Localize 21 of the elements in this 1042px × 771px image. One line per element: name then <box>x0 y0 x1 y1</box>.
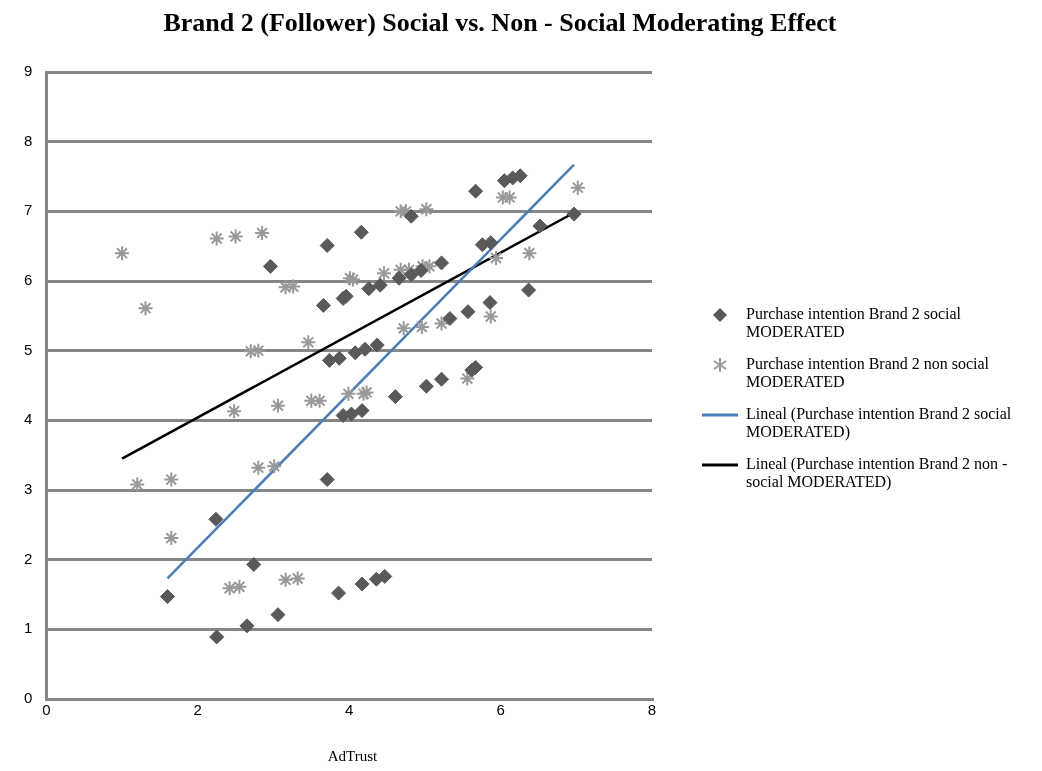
legend-label: Lineal (Purchase intention Brand 2 non -social MODERATED) <box>746 455 1009 491</box>
legend-label: Purchase intention Brand 2 social MODERATED <box>746 305 963 341</box>
y-tick-label: 6 <box>24 271 33 289</box>
y-tick-label: 5 <box>24 340 33 358</box>
y-tick-label: 8 <box>24 131 33 149</box>
x-tick-label: 8 <box>647 701 657 719</box>
y-tick-label: 3 <box>24 480 33 498</box>
x-tick-label: 6 <box>496 701 505 719</box>
x-axis-title: AdTrust <box>326 748 379 765</box>
x-tick-label: 4 <box>345 701 354 719</box>
legend-label: Lineal (Purchase intention Brand 2 social MODERATED) <box>746 405 1013 441</box>
y-tick-label: 0 <box>24 689 33 707</box>
y-tick-label: 4 <box>24 410 33 428</box>
legend-label: Purchase intention Brand 2 non social MODERATED <box>746 355 991 391</box>
chart-title: Brand 2 (Follower) Social vs. Non - Social Moderating Effect <box>162 8 838 38</box>
x-tick-label: 0 <box>42 701 51 719</box>
x-tick-label: 2 <box>193 701 202 719</box>
y-tick-label: 7 <box>24 201 33 219</box>
y-tick-label: 1 <box>24 619 33 637</box>
y-tick-label: 2 <box>24 549 33 567</box>
y-tick-label: 9 <box>24 62 33 80</box>
